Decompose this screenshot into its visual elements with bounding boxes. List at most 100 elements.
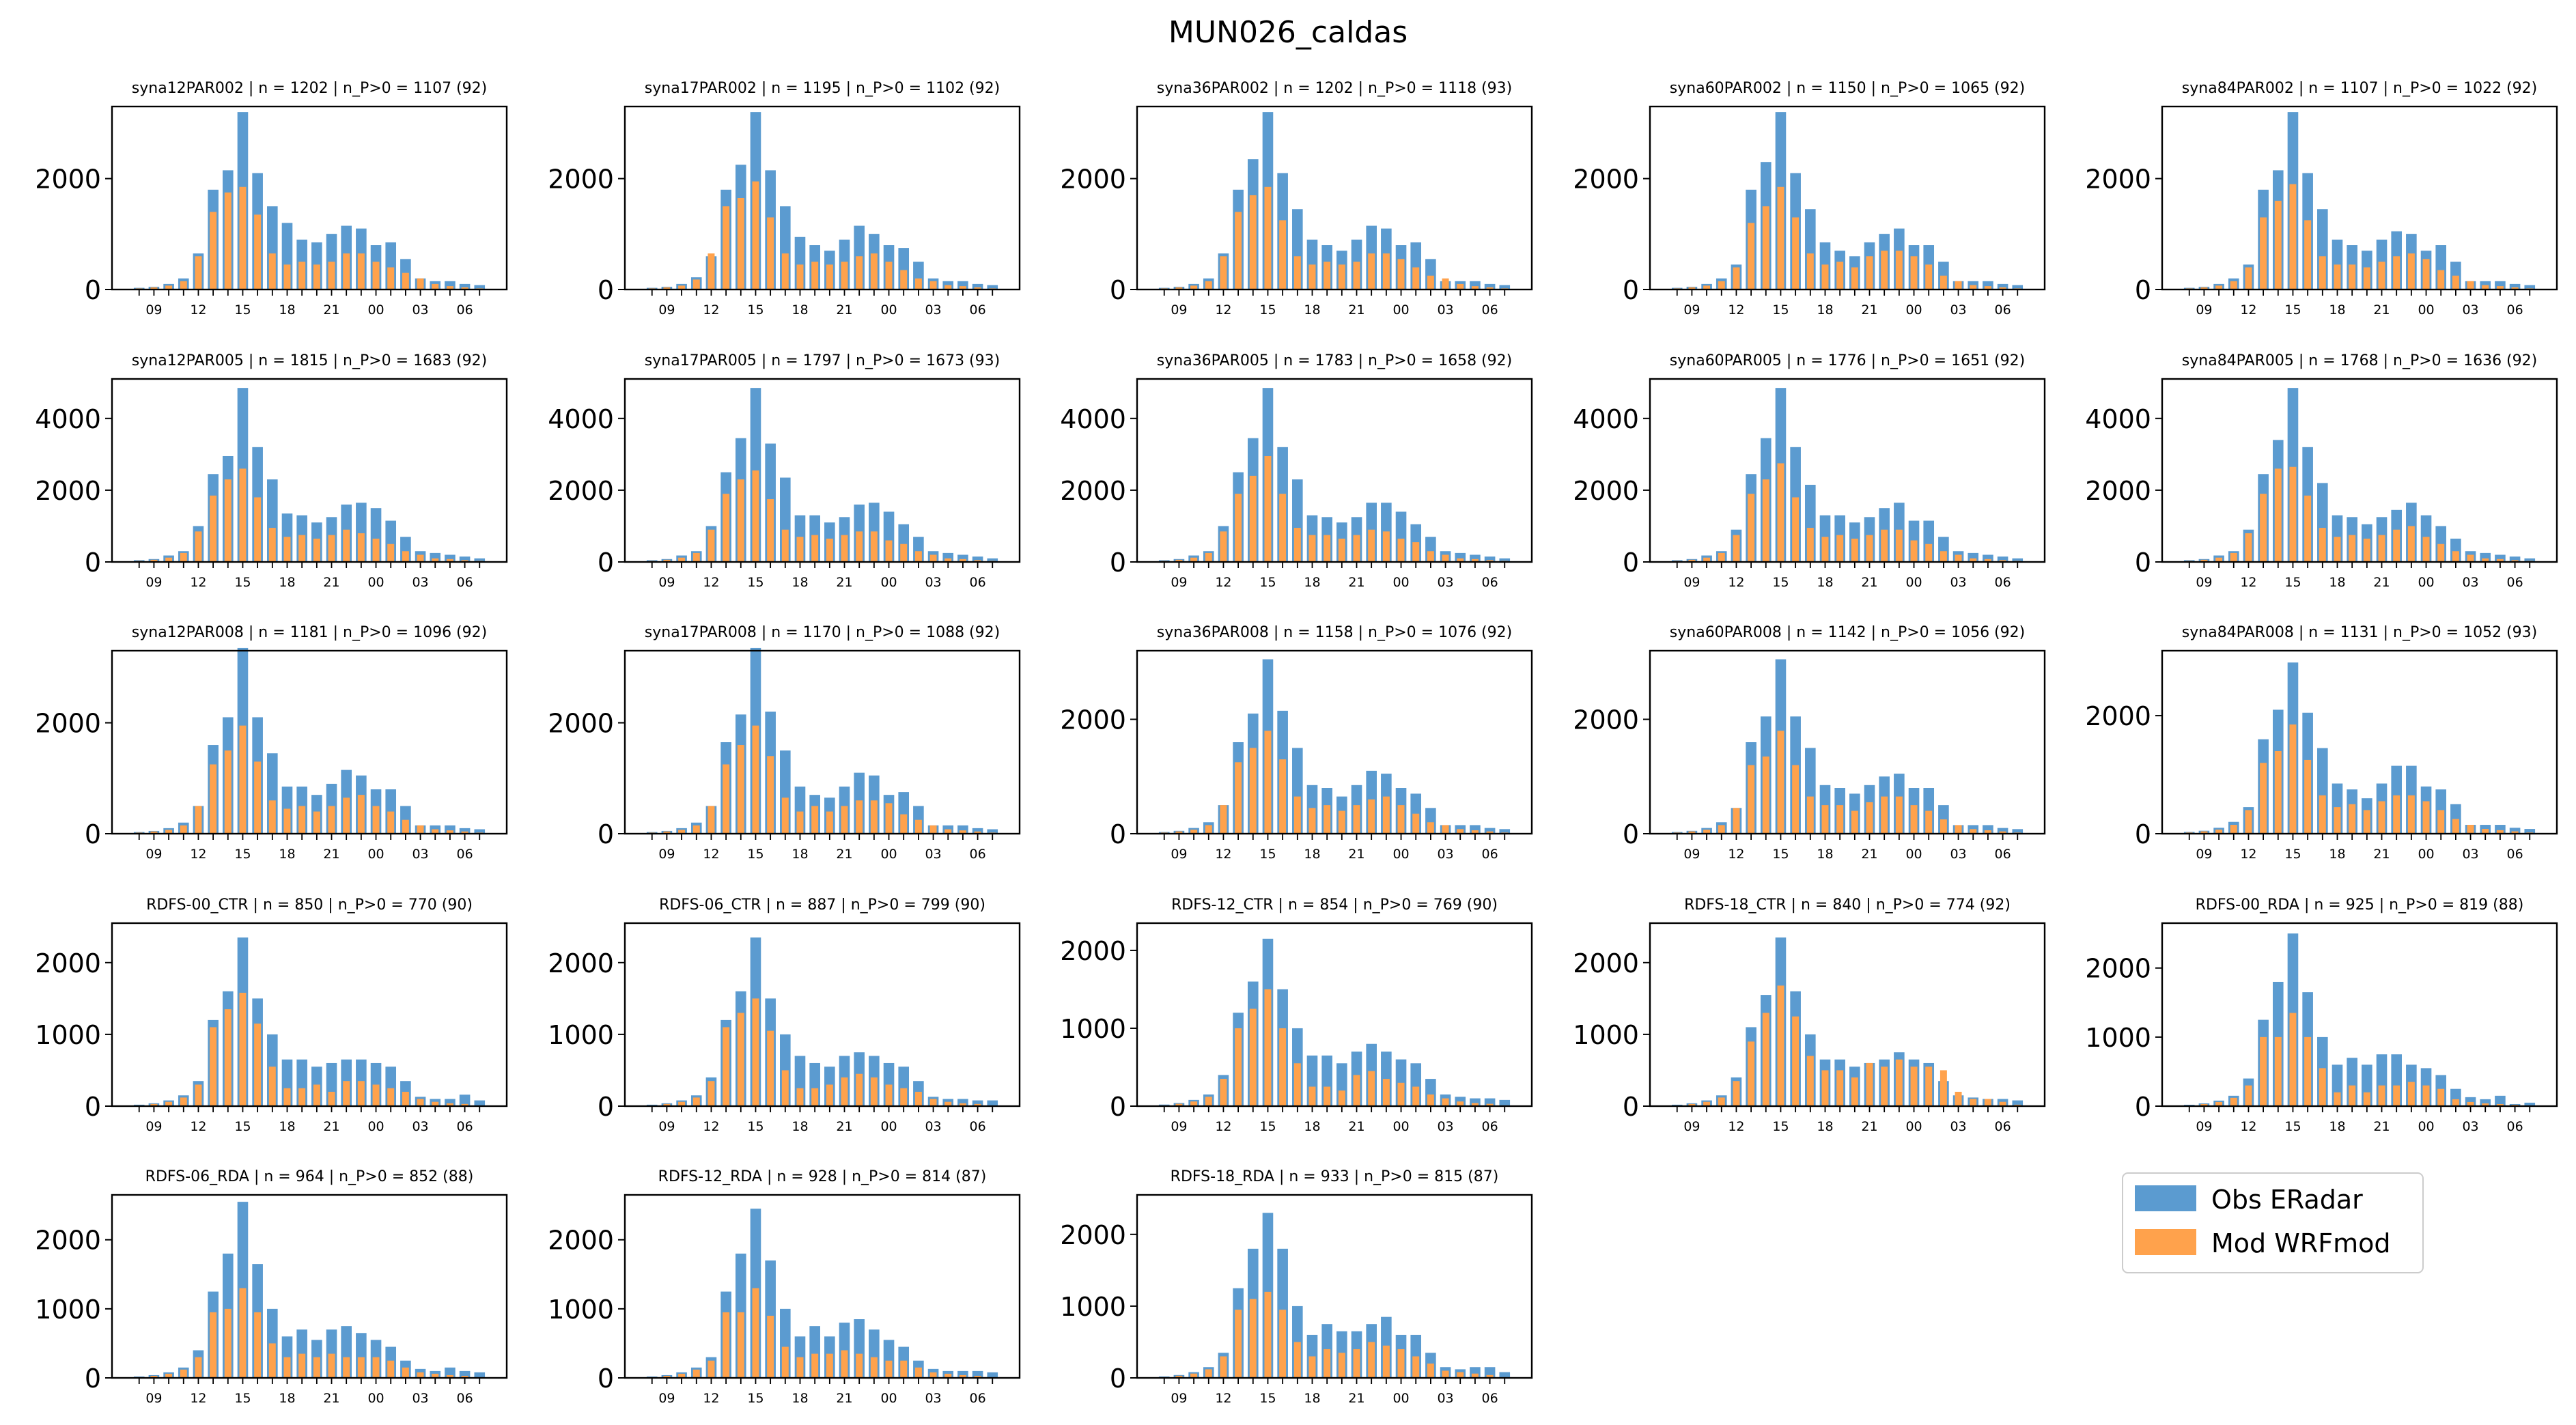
x-tick-label: 09 bbox=[2196, 575, 2212, 590]
bar-obs bbox=[987, 1372, 998, 1378]
bar-mod bbox=[1733, 1081, 1740, 1106]
bar-mod bbox=[2245, 267, 2252, 290]
bar-mod bbox=[195, 531, 202, 562]
bar-mod bbox=[1175, 831, 1183, 834]
bar-mod bbox=[2467, 1101, 2474, 1106]
bar-mod bbox=[343, 1357, 350, 1378]
x-tick-label: 21 bbox=[836, 1119, 852, 1134]
bar-mod bbox=[1881, 529, 1888, 562]
x-tick-label: 00 bbox=[1905, 302, 1922, 318]
x-tick-label: 06 bbox=[2506, 847, 2523, 862]
bar-mod bbox=[1412, 1356, 1420, 1378]
x-tick-label: 12 bbox=[703, 1391, 719, 1406]
bar-mod bbox=[1999, 287, 2006, 290]
bar-mod bbox=[1836, 262, 1844, 290]
x-tick-label: 00 bbox=[880, 575, 897, 590]
bar-mod bbox=[1955, 554, 1962, 562]
bar-mod bbox=[752, 998, 759, 1106]
bar-mod bbox=[1382, 531, 1390, 562]
bar-mod bbox=[1353, 535, 1360, 562]
bar-mod bbox=[1442, 1370, 1449, 1378]
bar-mod bbox=[678, 830, 686, 834]
y-tick-label: 2000 bbox=[35, 165, 101, 195]
axes-frame bbox=[2161, 378, 2558, 563]
bar-obs bbox=[972, 1370, 983, 1378]
bar-mod bbox=[2407, 795, 2415, 834]
bar-mod bbox=[2200, 1103, 2208, 1106]
subplot-title: syna84PAR005 | n = 1768 | n_P>0 = 1636 (… bbox=[2182, 352, 2537, 369]
bar-mod bbox=[737, 198, 744, 290]
bar-mod bbox=[1205, 281, 1212, 290]
bar-mod bbox=[2452, 1099, 2459, 1106]
bar-mod bbox=[959, 286, 966, 290]
bar-mod bbox=[900, 1088, 908, 1106]
y-tick-label: 2000 bbox=[2085, 165, 2151, 195]
bar-mod bbox=[1733, 535, 1740, 562]
bar-mod bbox=[2393, 795, 2400, 834]
bar-mod bbox=[2437, 544, 2445, 562]
bar-mod bbox=[914, 551, 922, 562]
x-tick-label: 09 bbox=[145, 1391, 162, 1406]
x-tick-label: 03 bbox=[2462, 1119, 2478, 1134]
y-tick-label: 0 bbox=[1110, 275, 1126, 305]
bar-mod bbox=[268, 253, 276, 290]
bar-mod bbox=[885, 1084, 893, 1106]
y-tick-label: 2000 bbox=[1060, 705, 1126, 735]
x-tick-label: 15 bbox=[2284, 847, 2301, 862]
x-tick-label: 09 bbox=[2196, 847, 2212, 862]
y-tick-label: 2000 bbox=[2085, 476, 2151, 506]
x-tick-label: 12 bbox=[1728, 847, 1744, 862]
bar-mod bbox=[224, 192, 232, 290]
bar-mod bbox=[2260, 494, 2267, 562]
x-tick-label: 18 bbox=[2329, 1119, 2345, 1134]
bar-mod bbox=[224, 1308, 232, 1378]
bar-mod bbox=[417, 1099, 424, 1106]
x-tick-label: 00 bbox=[2418, 847, 2434, 862]
bar-mod bbox=[1955, 281, 1962, 290]
subplot-title: syna17PAR005 | n = 1797 | n_P>0 = 1673 (… bbox=[645, 352, 1000, 369]
bar-mod bbox=[767, 217, 774, 290]
x-tick-label: 06 bbox=[969, 575, 985, 590]
x-tick-label: 18 bbox=[1304, 847, 1320, 862]
bar-mod bbox=[1688, 559, 1696, 562]
x-tick-label: 03 bbox=[1437, 847, 1453, 862]
bar-mod bbox=[1881, 796, 1888, 834]
bar-mod bbox=[1220, 256, 1227, 290]
bar-mod bbox=[1235, 762, 1242, 834]
bar-mod bbox=[1205, 1097, 1212, 1106]
bar-mod bbox=[737, 745, 744, 834]
bar-obs bbox=[957, 554, 968, 562]
bar-mod bbox=[2393, 529, 2400, 562]
bar-mod bbox=[1235, 212, 1242, 290]
bar-mod bbox=[1792, 1016, 1800, 1106]
bar-mod bbox=[2274, 1036, 2282, 1106]
bar-mod bbox=[313, 811, 320, 834]
bar-mod bbox=[1220, 1079, 1227, 1106]
bar-mod bbox=[313, 1357, 320, 1378]
bar-mod bbox=[150, 1103, 158, 1106]
x-tick-label: 15 bbox=[747, 847, 764, 862]
bar-mod bbox=[2496, 286, 2504, 290]
x-tick-label: 15 bbox=[747, 575, 764, 590]
axes-frame bbox=[1649, 922, 2046, 1107]
x-tick-label: 18 bbox=[279, 575, 295, 590]
subplot-title: syna60PAR008 | n = 1142 | n_P>0 = 1056 (… bbox=[1670, 624, 2025, 641]
x-tick-label: 00 bbox=[880, 1119, 897, 1134]
bar-mod bbox=[1718, 1097, 1725, 1106]
bar-mod bbox=[372, 538, 380, 562]
bar-mod bbox=[343, 1081, 350, 1106]
x-tick-label: 09 bbox=[1683, 1119, 1700, 1134]
bar-mod bbox=[328, 535, 335, 562]
y-tick-label: 0 bbox=[85, 548, 101, 578]
x-tick-label: 00 bbox=[880, 847, 897, 862]
bar-obs bbox=[459, 1370, 471, 1378]
x-tick-label: 09 bbox=[1171, 847, 1187, 862]
axes-frame bbox=[111, 105, 508, 291]
bar-mod bbox=[150, 287, 158, 290]
bar-mod bbox=[1220, 1356, 1227, 1378]
bar-mod bbox=[1703, 1101, 1711, 1106]
y-tick-label: 2000 bbox=[1573, 476, 1639, 506]
y-tick-label: 0 bbox=[1110, 819, 1126, 849]
bar-mod bbox=[298, 1353, 306, 1378]
x-tick-label: 12 bbox=[703, 1119, 719, 1134]
